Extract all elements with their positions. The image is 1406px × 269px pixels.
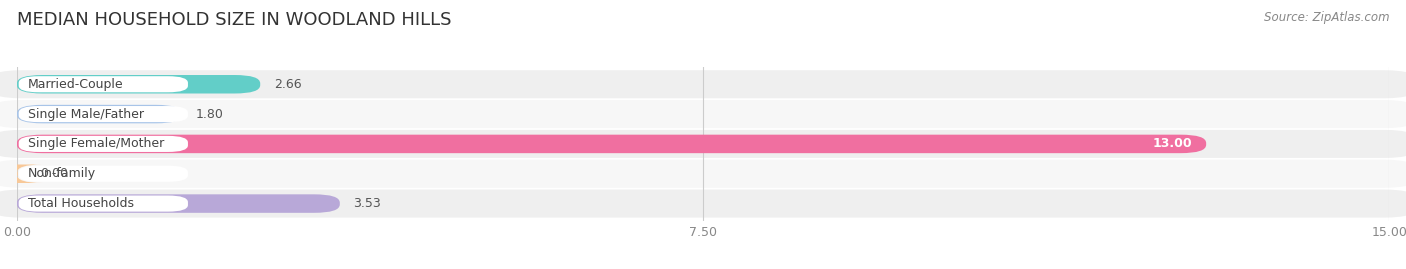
Text: Single Female/Mother: Single Female/Mother xyxy=(28,137,165,150)
Text: MEDIAN HOUSEHOLD SIZE IN WOODLAND HILLS: MEDIAN HOUSEHOLD SIZE IN WOODLAND HILLS xyxy=(17,11,451,29)
FancyBboxPatch shape xyxy=(18,136,188,152)
Text: 3.53: 3.53 xyxy=(353,197,381,210)
FancyBboxPatch shape xyxy=(0,165,42,183)
FancyBboxPatch shape xyxy=(17,105,181,123)
Text: 13.00: 13.00 xyxy=(1153,137,1192,150)
Text: Non-family: Non-family xyxy=(28,167,96,180)
Text: Single Male/Father: Single Male/Father xyxy=(28,108,143,121)
Text: 0.00: 0.00 xyxy=(39,167,67,180)
FancyBboxPatch shape xyxy=(0,190,1406,218)
FancyBboxPatch shape xyxy=(17,194,340,213)
Text: Total Households: Total Households xyxy=(28,197,134,210)
FancyBboxPatch shape xyxy=(0,160,1406,188)
FancyBboxPatch shape xyxy=(18,166,188,182)
FancyBboxPatch shape xyxy=(0,70,1406,98)
FancyBboxPatch shape xyxy=(18,106,188,122)
FancyBboxPatch shape xyxy=(18,76,188,92)
Text: Source: ZipAtlas.com: Source: ZipAtlas.com xyxy=(1264,11,1389,24)
FancyBboxPatch shape xyxy=(17,75,260,94)
Text: 1.80: 1.80 xyxy=(195,108,224,121)
Text: Married-Couple: Married-Couple xyxy=(28,78,124,91)
FancyBboxPatch shape xyxy=(18,196,188,212)
FancyBboxPatch shape xyxy=(17,135,1206,153)
FancyBboxPatch shape xyxy=(0,100,1406,128)
Text: 2.66: 2.66 xyxy=(274,78,301,91)
FancyBboxPatch shape xyxy=(0,130,1406,158)
